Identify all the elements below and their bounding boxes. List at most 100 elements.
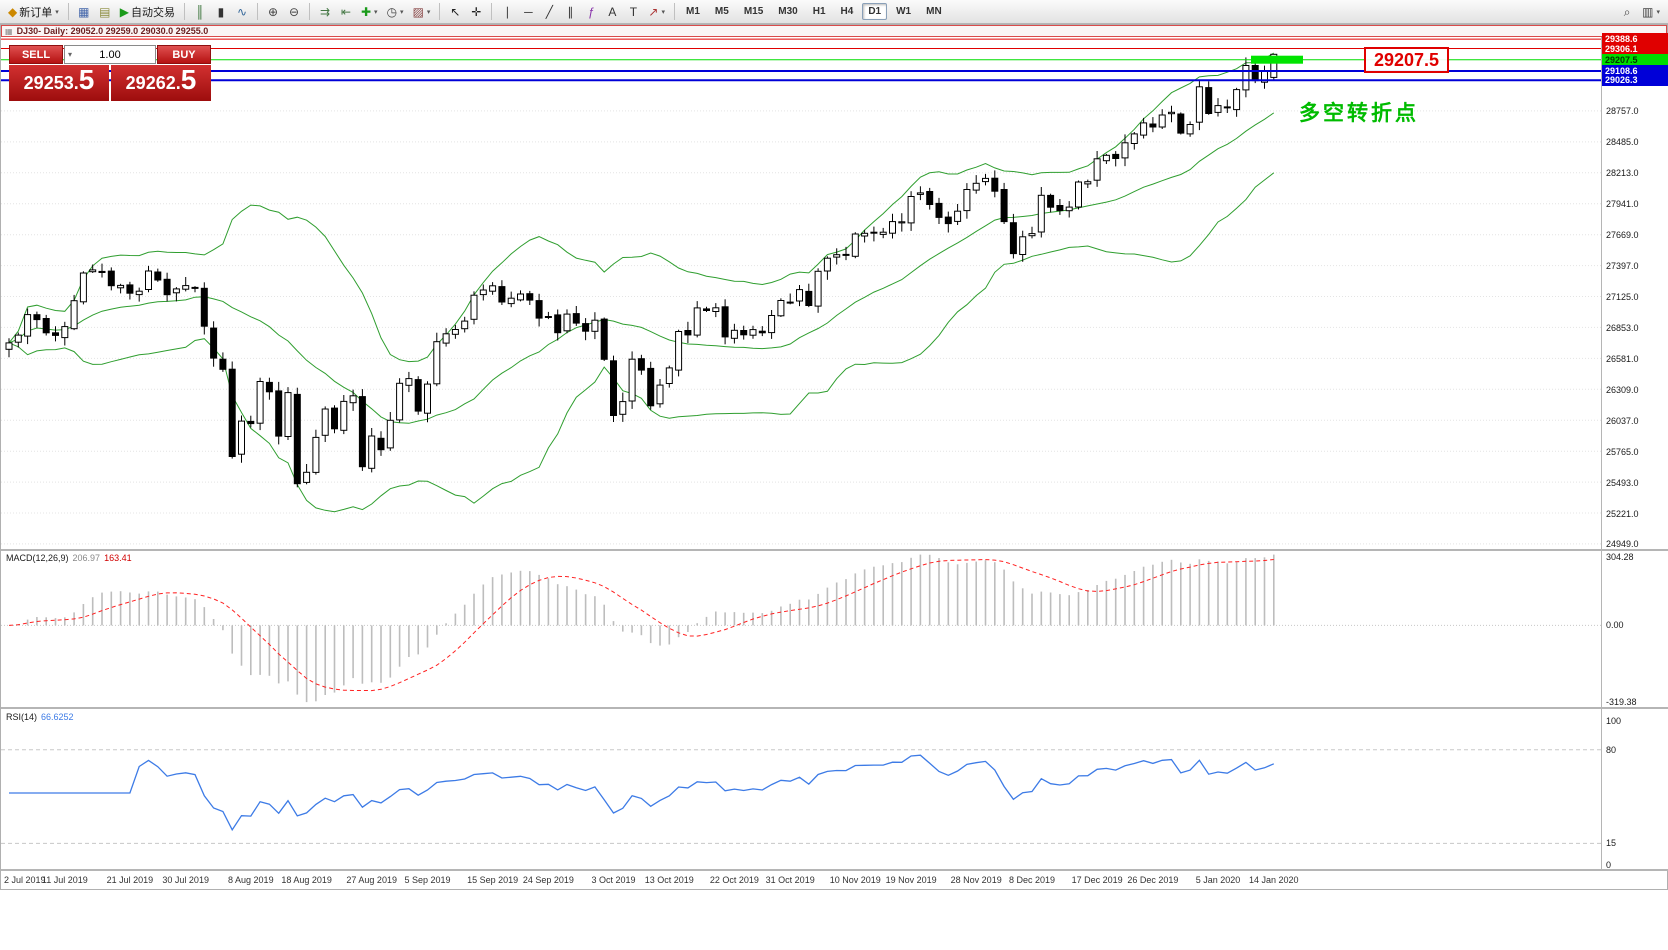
turning-point-highlight[interactable] <box>1251 55 1303 64</box>
zoom-out-icon-button[interactable]: ⊖ <box>284 2 304 22</box>
timeframe-button-w1[interactable]: W1 <box>896 6 912 17</box>
price-axis-label: 24949.0 <box>1606 539 1639 550</box>
volume-dropdown-icon[interactable]: ▾ <box>68 50 73 59</box>
timeframe-toolbar: M1 M5 M15 M30 H1 H4 D1 W1 MN <box>679 3 949 20</box>
autotrading-button[interactable]: ▶ 自动交易 <box>116 2 179 22</box>
macd-canvas[interactable] <box>1 551 1601 707</box>
volume-input[interactable] <box>65 46 155 63</box>
profiles-icon-button[interactable]: ▤ <box>95 2 115 22</box>
toolbar-button-group: ◆ 新订单 ▾ ▦ ▤ ▶ 自动交易 ║ ▮ ∿ ⊕ ⊖ ⇉ ⇤ ✚ ▾ ◷ ▾ ▨ ▾ ↖ ✛ ∣ ─ ╱ ∥ ƒ A T ↗ ▾ <box>4 2 679 22</box>
timeframe-button-d1[interactable]: D1 <box>862 3 888 20</box>
auto-scroll-icon-button[interactable]: ⇉ <box>315 2 335 22</box>
price-line-tag[interactable]: 29108.6 <box>1602 65 1668 77</box>
timeframe-button-mn[interactable]: MN <box>926 6 942 17</box>
toolbar-separator <box>183 3 185 20</box>
equidistant-channel-icon-button[interactable]: ∥ <box>560 2 580 22</box>
cursor-icon: ↖ <box>450 4 461 19</box>
chart-shift-icon-button[interactable]: ⇤ <box>336 2 356 22</box>
timeframe-button-m1[interactable]: M1 <box>686 6 700 17</box>
zoom-out-icon: ⊖ <box>288 4 300 19</box>
sell-button[interactable]: SELL <box>9 45 63 64</box>
indicators-icon-button[interactable]: ✚ ▾ <box>357 2 382 22</box>
price-axis-label: 26037.0 <box>1606 415 1639 426</box>
vertical-line-icon-button[interactable]: ∣ <box>497 2 517 22</box>
timeframe-button-m30[interactable]: M30 <box>778 6 798 17</box>
price-axis[interactable]: 28757.0 28485.0 28213.0 27941.0 27669.0 27397… <box>1601 33 1668 550</box>
text-label-icon-button[interactable]: T <box>623 2 643 22</box>
periods-icon-button[interactable]: ◷ ▾ <box>383 2 408 22</box>
date-axis-label: 8 Aug 2019 <box>228 875 274 885</box>
toolbar-separator <box>674 3 675 20</box>
zoom-in-icon: ⊕ <box>267 4 279 19</box>
time-axis[interactable]: 2 Jul 2019 11 Jul 2019 21 Jul 2019 30 Jul 2… <box>1 871 1601 891</box>
date-axis-label: 11 Jul 2019 <box>41 875 88 885</box>
crosshair-icon-button[interactable]: ✛ <box>466 2 486 22</box>
new-order-button[interactable]: ◆ 新订单 ▾ <box>4 2 63 22</box>
date-axis-label: 2 Jul 2019 <box>4 875 46 885</box>
dropdown-caret-icon: ▾ <box>426 8 431 16</box>
search-icon: ⌕ <box>1623 4 1631 19</box>
panel-splitter[interactable] <box>1 707 1668 709</box>
autotrading-icon: ▶ <box>119 4 129 19</box>
search-icon-button[interactable]: ⌕ <box>1617 2 1637 22</box>
zoom-in-icon-button[interactable]: ⊕ <box>263 2 283 22</box>
timeframe-button-m5[interactable]: M5 <box>714 6 729 17</box>
bar-chart-icon-button[interactable]: ║ <box>190 2 210 22</box>
macd-axis: 304.28 0.00 -319.38 <box>1601 551 1668 707</box>
text-icon-button[interactable]: A <box>602 2 622 22</box>
price-line-tag[interactable]: 29388.6 <box>1602 33 1668 46</box>
rsi-canvas[interactable] <box>1 709 1601 869</box>
horizontal-line-icon: ─ <box>524 4 533 19</box>
templates-icon-button[interactable]: ▨ ▾ <box>409 2 435 22</box>
cursor-icon-button[interactable]: ↖ <box>445 2 465 22</box>
line-chart-icon-button[interactable]: ∿ <box>232 2 252 22</box>
date-axis-label: 18 Aug 2019 <box>281 875 332 885</box>
timeframe-button-h1[interactable]: H1 <box>812 6 826 17</box>
sell-price[interactable]: 29253. 5 <box>9 65 109 101</box>
date-axis-label: 28 Nov 2019 <box>950 875 1002 885</box>
price-axis-label: 28485.0 <box>1606 137 1639 148</box>
date-axis-label: 5 Jan 2020 <box>1195 875 1241 885</box>
candlestick-chart-icon-button[interactable]: ▮ <box>211 2 231 22</box>
turning-point-annotation[interactable]: 多空转折点 <box>1299 102 1419 125</box>
price-axis-label: 26853.0 <box>1606 322 1639 333</box>
sell-price-main: 29253. <box>23 73 79 93</box>
price-line-tag[interactable]: 29306.1 <box>1602 42 1668 55</box>
date-axis-label: 3 Oct 2019 <box>591 875 636 885</box>
macd-axis-label: 304.28 <box>1606 552 1634 562</box>
date-axis-label: 17 Dec 2019 <box>1071 875 1123 885</box>
panel-splitter[interactable] <box>1 869 1668 871</box>
rsi-axis: 100 80 15 0 <box>1601 709 1668 870</box>
price-annotation-label[interactable]: 29207.5 <box>1364 47 1450 73</box>
date-axis-label: 10 Nov 2019 <box>829 875 881 885</box>
date-axis-label: 26 Dec 2019 <box>1127 875 1179 885</box>
buy-button[interactable]: BUY <box>157 45 211 64</box>
price-chart-canvas[interactable] <box>1 37 1601 549</box>
fibonacci-icon-button[interactable]: ƒ <box>581 2 601 22</box>
price-line-tag[interactable]: 29207.5 <box>1602 53 1668 66</box>
volume-input-box[interactable]: ▾ <box>64 45 156 64</box>
price-axis-label: 27669.0 <box>1606 230 1639 241</box>
new-window-icon-button[interactable]: ▥ ▾ <box>1638 2 1664 22</box>
timeframe-button-m15[interactable]: M15 <box>743 6 764 17</box>
one-click-trading-panel: SELL ▾ BUY 29253.5 29262.5 <box>9 45 211 101</box>
arrow-objects-icon-button[interactable]: ↗ ▾ <box>644 2 669 22</box>
dropdown-caret-icon: ▾ <box>55 8 59 16</box>
rsi-axis-label: 15 <box>1606 838 1617 849</box>
rsi-name: RSI(14) <box>6 712 38 722</box>
macd-axis-label: 0.00 <box>1606 620 1624 631</box>
main-toolbar: ◆ 新订单 ▾ ▦ ▤ ▶ 自动交易 ║ ▮ ∿ ⊕ ⊖ ⇉ ⇤ ✚ ▾ ◷ ▾ ▨ ▾ ↖ ✛ ∣ ─ ╱ ∥ ƒ A T ↗ ▾ M1 M… <box>0 0 1668 24</box>
chart-title-bar[interactable]: ▦ DJ30- Daily: 29052.0 29259.0 29030.0 2… <box>1 25 1667 37</box>
date-axis-label: 19 Nov 2019 <box>885 875 937 885</box>
price-line-tag[interactable]: 29026.3 <box>1602 74 1668 87</box>
tile-windows-icon-button[interactable]: ▦ <box>74 2 94 22</box>
trendline-icon-button[interactable]: ╱ <box>539 2 559 22</box>
horizontal-line-icon-button[interactable]: ─ <box>518 2 538 22</box>
rsi-axis-label: 100 <box>1606 716 1622 726</box>
timeframe-button-h4[interactable]: H4 <box>840 6 854 17</box>
panel-splitter[interactable] <box>1 549 1668 551</box>
toolbar-separator <box>256 3 258 20</box>
dropdown-caret-icon: ▾ <box>661 8 665 16</box>
candlestick-chart-icon: ▮ <box>217 4 225 19</box>
buy-price[interactable]: 29262. 5 <box>111 65 211 101</box>
